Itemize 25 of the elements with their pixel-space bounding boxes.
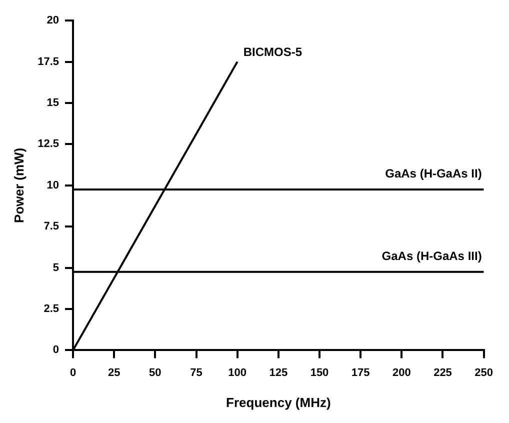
y-tick-label: 5 bbox=[52, 262, 60, 274]
x-tick-label: 50 bbox=[149, 366, 162, 379]
y-tick-label: 15 bbox=[46, 97, 60, 110]
y-tick-label: 17.5 bbox=[38, 56, 60, 68]
x-tick-label: 75 bbox=[190, 366, 202, 379]
x-tick-label: 150 bbox=[310, 366, 329, 379]
x-tick-label: 125 bbox=[269, 366, 288, 379]
y-tick-label: 10 bbox=[46, 179, 60, 192]
x-tick-label: 225 bbox=[434, 366, 452, 379]
x-tick-label: 175 bbox=[351, 366, 370, 379]
x-tick-label: 0 bbox=[70, 366, 76, 379]
series-label: GaAs (H-GaAs II) bbox=[385, 166, 482, 181]
series-label: BICMOS-5 bbox=[243, 44, 302, 59]
y-tick-label: 7.5 bbox=[44, 220, 60, 233]
x-tick-label: 200 bbox=[392, 366, 411, 379]
y-tick-label: 0 bbox=[52, 344, 60, 356]
y-tick-label: 2.5 bbox=[44, 303, 60, 316]
x-tick-label: 250 bbox=[474, 366, 494, 379]
series-label: GaAs (H-GaAs III) bbox=[382, 248, 482, 263]
y-axis-title: Power (mW) bbox=[11, 148, 26, 223]
x-tick-label: 100 bbox=[228, 366, 247, 379]
x-axis-title: Frequency (MHz) bbox=[226, 394, 331, 410]
x-tick-label: 25 bbox=[108, 366, 120, 379]
y-tick-label: 12.5 bbox=[38, 138, 60, 150]
y-tick-label: 20 bbox=[46, 14, 60, 27]
